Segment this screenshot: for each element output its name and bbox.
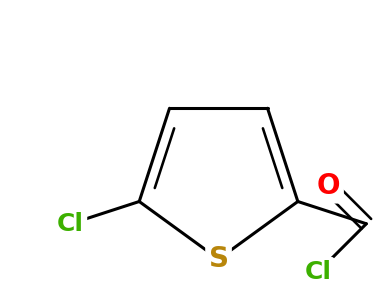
Text: Cl: Cl [57, 212, 84, 236]
Text: S: S [209, 245, 228, 273]
Text: O: O [317, 172, 341, 200]
Text: Cl: Cl [305, 260, 332, 284]
